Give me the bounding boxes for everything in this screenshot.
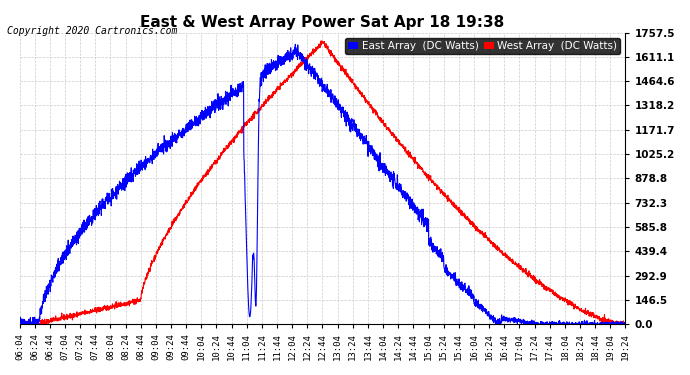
Legend: East Array  (DC Watts), West Array  (DC Watts): East Array (DC Watts), West Array (DC Wa…	[345, 38, 620, 54]
Text: Copyright 2020 Cartronics.com: Copyright 2020 Cartronics.com	[7, 26, 177, 36]
Title: East & West Array Power Sat Apr 18 19:38: East & West Array Power Sat Apr 18 19:38	[140, 15, 504, 30]
